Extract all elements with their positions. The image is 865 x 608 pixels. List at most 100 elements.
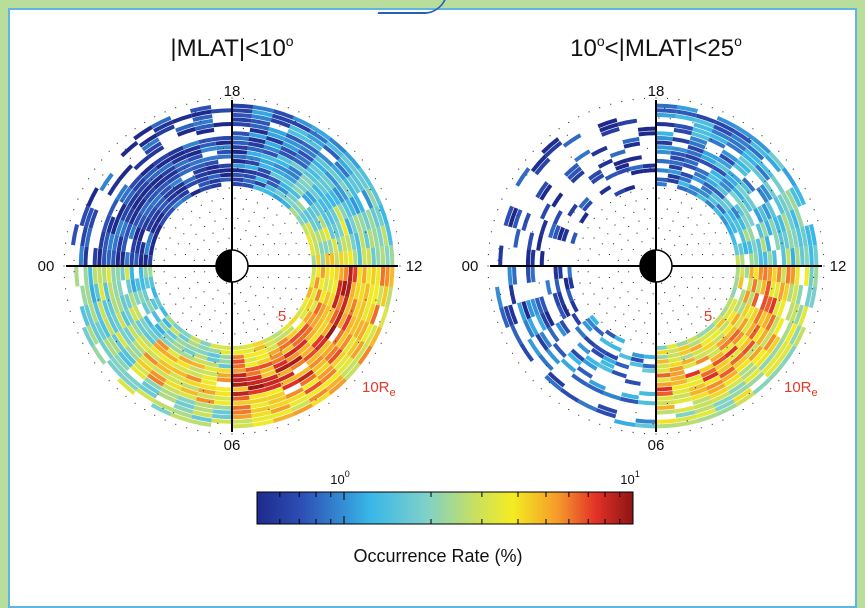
heatmap-cell [84, 284, 93, 305]
heatmap-cell [141, 301, 151, 315]
grid-dot [623, 217, 625, 219]
grid-dot [619, 297, 621, 299]
heatmap-cell [218, 163, 232, 169]
heatmap-cell [348, 216, 358, 234]
grid-dot [646, 147, 649, 149]
heatmap-cell [143, 254, 149, 266]
grid-dot [315, 131, 317, 133]
heatmap-cell [637, 400, 656, 406]
grid-dot [649, 248, 652, 250]
grid-dot [158, 237, 160, 239]
heatmap-cell [530, 266, 536, 283]
heatmap-cell [309, 276, 316, 288]
grid-dot [255, 235, 257, 237]
heatmap-cell [365, 324, 378, 345]
heatmap-cell [321, 173, 336, 190]
heatmap-cell [582, 358, 598, 371]
grid-dot [147, 143, 149, 145]
grid-dot [568, 408, 570, 411]
heatmap-cell [209, 347, 221, 354]
heatmap-cell [258, 361, 273, 370]
heatmap-cell [197, 392, 215, 400]
heatmap-cell [781, 249, 787, 266]
heatmap-cell [141, 137, 160, 152]
grid-dot [664, 238, 666, 240]
heatmap-cell [137, 290, 146, 304]
heatmap-cell [333, 205, 344, 222]
grid-dot [94, 362, 96, 364]
heatmap-cell [675, 114, 696, 122]
radius-label-10re-right: 10Re [784, 379, 818, 399]
heatmap-cell [144, 141, 163, 155]
heatmap-cell [781, 167, 797, 187]
heatmap-cell [156, 338, 170, 351]
heatmap-cell [198, 387, 216, 396]
heatmap-cell [107, 178, 121, 197]
heatmap-cell [327, 348, 343, 365]
grid-dot [669, 331, 671, 334]
heatmap-cell [127, 192, 140, 208]
heatmap-cell [152, 153, 169, 166]
heatmap-cell [768, 281, 776, 298]
heatmap-cell [763, 219, 773, 236]
heatmap-cell [327, 225, 336, 240]
heatmap-cell [88, 209, 99, 229]
heatmap-cell [305, 221, 314, 234]
heatmap-cell [559, 319, 571, 334]
grid-dot [732, 254, 734, 256]
heatmap-cell [667, 347, 679, 354]
grid-dot [206, 339, 208, 341]
heatmap-cell [166, 192, 178, 203]
grid-dot [379, 209, 381, 211]
heatmap-cell [247, 146, 264, 154]
grid-dot [197, 429, 199, 432]
heatmap-cell [297, 369, 315, 383]
figure-canvas: |MLAT|<10o 18 00 12 06 5 10Re 10o<|MLAT|… [38, 33, 847, 566]
heatmap-cell [562, 133, 582, 148]
heatmap-cell [115, 183, 129, 201]
heatmap-cell [704, 199, 716, 210]
grid-dot [680, 202, 683, 204]
grid-dot [267, 323, 269, 325]
heatmap-cell [173, 363, 190, 374]
grid-dot [389, 321, 391, 323]
grid-dot [501, 198, 503, 200]
earth-symbol-right [639, 249, 673, 283]
grid-dot [217, 342, 219, 344]
heatmap-cell [270, 403, 291, 414]
heatmap-cell [361, 266, 367, 284]
grid-dot [489, 288, 491, 290]
heatmap-cell [130, 364, 147, 381]
heatmap-cell [349, 233, 357, 251]
grid-dot [288, 254, 290, 256]
grid-dot [288, 276, 290, 278]
heatmap-cell [310, 232, 318, 245]
heatmap-cell [547, 371, 566, 388]
grid-dot [340, 350, 342, 352]
heatmap-cell [693, 351, 708, 361]
grid-dot [276, 427, 278, 429]
heatmap-cell [232, 409, 252, 415]
heatmap-cell [745, 212, 755, 227]
grid-dot [397, 242, 399, 244]
heatmap-cell [656, 112, 676, 119]
grid-dot [248, 220, 250, 222]
heatmap-cell [713, 332, 726, 344]
mlt-label-12-right: 12 [830, 258, 847, 275]
grid-dot [308, 254, 310, 256]
heatmap-cell [183, 144, 201, 154]
heatmap-cell [602, 355, 617, 365]
heatmap-cell [192, 167, 207, 176]
grid-dot [214, 138, 216, 140]
heatmap-cell [244, 168, 258, 176]
heatmap-cell [285, 169, 300, 181]
heatmap-cell [770, 338, 785, 357]
grid-dot [714, 298, 717, 300]
heatmap-cell [371, 284, 380, 305]
heatmap-cell [685, 369, 701, 379]
colorbar-gradient [256, 491, 634, 525]
heatmap-cell [274, 189, 286, 199]
heatmap-cell [313, 200, 325, 215]
heatmap-cell [334, 353, 350, 372]
grid-dot [83, 259, 85, 261]
